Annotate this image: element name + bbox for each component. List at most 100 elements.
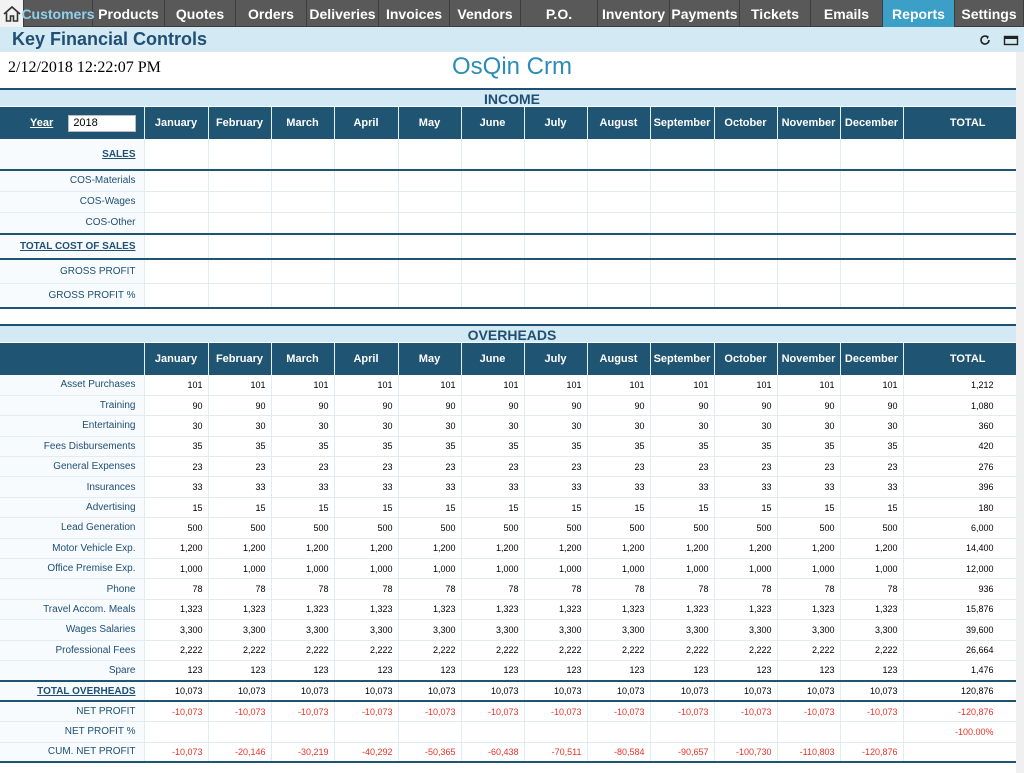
table-cell: 1,200 <box>524 538 588 560</box>
table-cell: 90 <box>587 395 651 417</box>
table-cell: 3,300 <box>777 619 841 641</box>
table-cell: 1,000 <box>334 558 399 580</box>
nav-item-payments[interactable]: Payments <box>670 0 740 27</box>
row-label: Lead Generation <box>0 517 145 539</box>
row-label: COS-Materials <box>0 170 145 192</box>
year-selector: Year <box>0 107 145 139</box>
table-cell: 30 <box>524 415 588 437</box>
table-cell <box>398 170 462 192</box>
row-label[interactable]: TOTAL COST OF SALES <box>0 234 145 260</box>
table-row: SALES <box>0 139 1017 171</box>
table-cell <box>144 139 209 171</box>
table-cell: 33 <box>208 476 272 498</box>
table-cell <box>208 139 272 171</box>
table-cell: 1,323 <box>840 599 904 621</box>
table-row: COS-Wages <box>0 191 1017 213</box>
table-cell: 33 <box>587 476 651 498</box>
table-cell <box>334 139 399 171</box>
refresh-button[interactable] <box>976 31 994 49</box>
table-cell: -60,438 <box>461 742 525 764</box>
table-cell <box>334 212 399 235</box>
overheads-total-header: TOTAL <box>903 343 1017 375</box>
table-row: General Expenses 23 23 23 23 23 23 23 23 23 23 23 23… <box>0 456 1017 478</box>
income-month-header: February <box>208 107 272 139</box>
row-total <box>903 170 1017 192</box>
table-cell: 101 <box>650 375 715 396</box>
nav-item-inventory[interactable]: Inventory <box>598 0 670 27</box>
table-cell: 3,300 <box>208 619 272 641</box>
table-cell: 15 <box>524 497 588 519</box>
overheads-month-header: February <box>208 343 272 375</box>
table-cell <box>208 259 272 284</box>
table-cell: 78 <box>524 578 588 600</box>
table-cell: 123 <box>524 660 588 682</box>
table-cell <box>650 191 715 213</box>
nav-item-invoices[interactable]: Invoices <box>379 0 450 27</box>
row-label: Travel Accom. Meals <box>0 599 145 621</box>
table-cell: 35 <box>208 436 272 458</box>
year-label[interactable]: Year <box>30 117 54 129</box>
vertical-scrollbar[interactable] <box>1016 52 1024 773</box>
table-cell: 35 <box>461 436 525 458</box>
table-cell: 10,073 <box>398 680 462 703</box>
table-cell: 3,300 <box>714 619 778 641</box>
table-cell <box>461 170 525 192</box>
table-cell: 23 <box>524 456 588 478</box>
table-cell <box>714 212 778 235</box>
table-cell <box>777 283 841 309</box>
table-cell <box>461 283 525 309</box>
table-cell: 1,323 <box>208 599 272 621</box>
table-cell: 90 <box>461 395 525 417</box>
nav-item-vendors[interactable]: Vendors <box>450 0 521 27</box>
table-cell: 1,000 <box>208 558 272 580</box>
table-cell: 3,300 <box>398 619 462 641</box>
table-cell <box>587 259 651 284</box>
row-total: 936 <box>903 578 1017 600</box>
home-button[interactable] <box>0 0 24 27</box>
nav-item-products[interactable]: Products <box>93 0 165 27</box>
nav-item-deliveries[interactable]: Deliveries <box>307 0 379 27</box>
table-cell: 30 <box>461 415 525 437</box>
nav-item-quotes[interactable]: Quotes <box>165 0 236 27</box>
table-cell: 123 <box>587 660 651 682</box>
table-cell: 1,323 <box>334 599 399 621</box>
table-cell <box>208 234 272 260</box>
nav-item-po[interactable]: P.O. <box>521 0 598 27</box>
nav-item-orders[interactable]: Orders <box>236 0 307 27</box>
table-cell <box>777 212 841 235</box>
table-cell: 90 <box>524 395 588 417</box>
nav-item-reports[interactable]: Reports <box>883 0 955 27</box>
table-cell: 3,300 <box>461 619 525 641</box>
nav-item-tickets[interactable]: Tickets <box>740 0 811 27</box>
table-cell: -10,073 <box>461 701 525 723</box>
table-cell: 500 <box>714 517 778 539</box>
table-cell <box>144 283 209 309</box>
table-cell: 1,323 <box>587 599 651 621</box>
table-cell: 3,300 <box>144 619 209 641</box>
table-cell <box>208 212 272 235</box>
table-cell <box>461 212 525 235</box>
table-cell: -120,876 <box>840 742 904 764</box>
nav-item-emails[interactable]: Emails <box>811 0 883 27</box>
maximize-button[interactable] <box>1002 31 1020 49</box>
row-label[interactable]: TOTAL OVERHEADS <box>0 680 145 703</box>
table-cell: 78 <box>208 578 272 600</box>
table-cell: -10,073 <box>840 701 904 723</box>
table-cell: 2,222 <box>524 640 588 661</box>
table-cell: 90 <box>650 395 715 417</box>
table-cell: 3,300 <box>840 619 904 641</box>
row-total: 39,600 <box>903 619 1017 641</box>
row-label[interactable]: SALES <box>0 139 145 171</box>
table-cell: 3,300 <box>271 619 335 641</box>
table-row: TOTAL OVERHEADS 10,073 10,073 10,073 10,073 1… <box>0 680 1017 703</box>
table-cell: 90 <box>777 395 841 417</box>
nav-item-settings[interactable]: Settings <box>955 0 1024 27</box>
table-cell: 1,200 <box>208 538 272 560</box>
table-cell: 30 <box>334 415 399 437</box>
table-cell: 10,073 <box>777 680 841 703</box>
table-row: Fees Disbursements 35 35 35 35 35 35 35 35 35 35 35… <box>0 436 1017 458</box>
table-cell: 78 <box>840 578 904 600</box>
nav-item-customers[interactable]: Customers <box>21 0 95 27</box>
year-input[interactable] <box>68 114 137 132</box>
table-cell <box>777 259 841 284</box>
